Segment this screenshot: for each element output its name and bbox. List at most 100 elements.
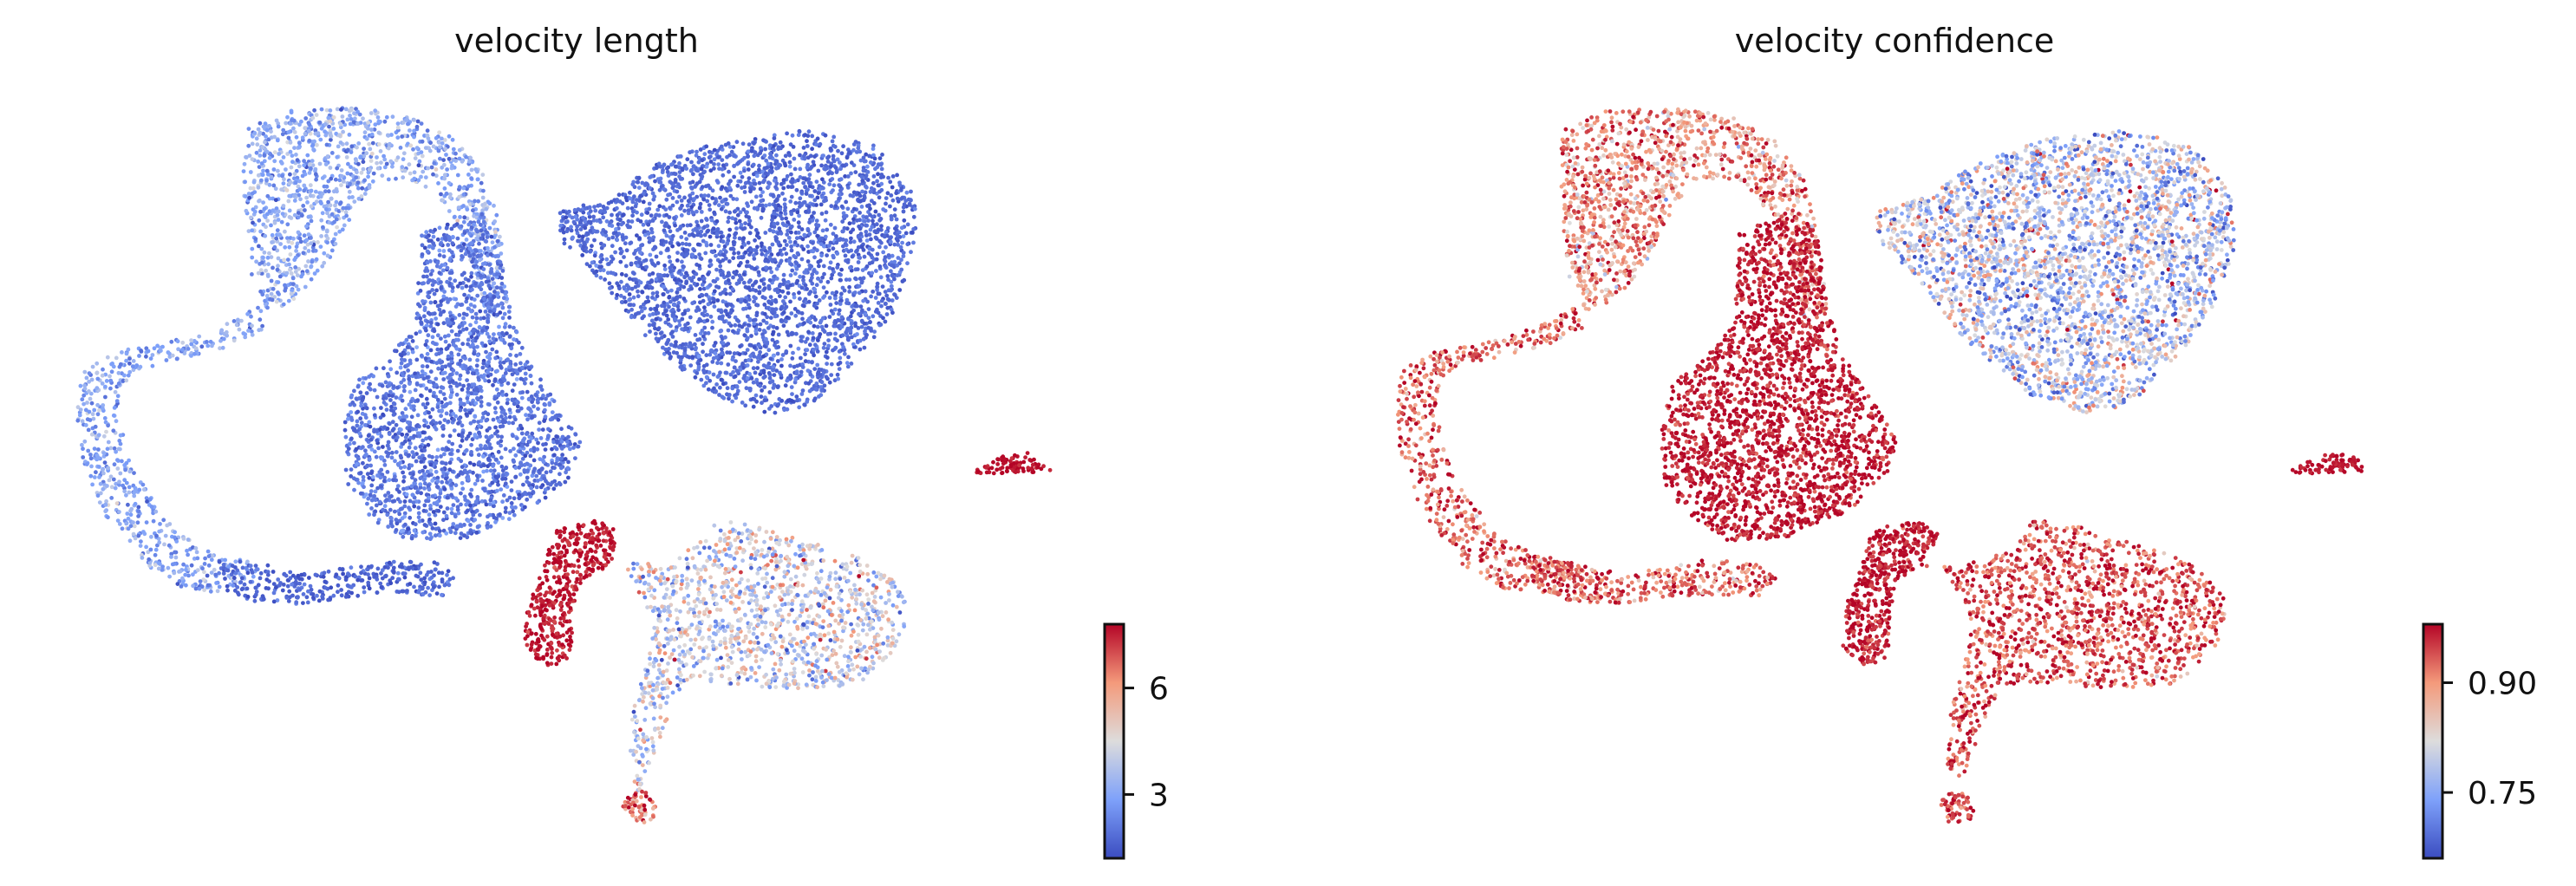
data-point <box>456 352 461 357</box>
data-point <box>442 290 447 294</box>
data-point <box>246 143 251 148</box>
data-point <box>679 199 684 203</box>
data-point <box>235 585 240 590</box>
data-point <box>127 458 132 463</box>
data-point <box>395 370 400 375</box>
data-point <box>291 193 297 199</box>
data-point <box>323 162 329 166</box>
data-point <box>309 236 313 240</box>
data-point <box>280 132 285 137</box>
data-point <box>540 427 545 432</box>
data-point <box>95 361 100 366</box>
data-point <box>542 419 546 423</box>
data-point <box>559 456 564 460</box>
data-point <box>425 351 430 356</box>
data-point <box>337 133 342 138</box>
data-point <box>419 353 424 358</box>
data-point <box>464 283 469 289</box>
data-point <box>273 585 278 590</box>
data-point <box>186 347 191 351</box>
data-point <box>485 325 490 330</box>
data-point <box>538 485 544 490</box>
data-point <box>329 196 334 201</box>
data-point <box>538 471 542 475</box>
data-point <box>425 260 430 265</box>
data-point <box>297 187 303 192</box>
data-point <box>205 573 210 578</box>
data-point <box>335 107 340 112</box>
data-point <box>610 244 615 249</box>
data-point <box>504 471 509 476</box>
data-point <box>264 586 269 590</box>
data-point <box>425 319 430 324</box>
data-point <box>355 384 361 389</box>
data-point <box>421 169 426 174</box>
data-point <box>424 396 429 401</box>
data-point <box>487 402 492 407</box>
data-point <box>338 140 343 145</box>
data-point <box>484 502 489 507</box>
data-point <box>400 564 405 570</box>
data-point <box>417 433 422 439</box>
data-point <box>440 592 444 597</box>
data-point <box>472 304 477 309</box>
data-point <box>369 151 375 156</box>
data-point <box>378 475 383 480</box>
data-point <box>293 265 298 270</box>
data-point <box>890 198 896 203</box>
data-point <box>494 271 499 277</box>
data-point <box>310 259 315 264</box>
data-point <box>82 401 86 407</box>
data-point <box>426 280 431 285</box>
data-point <box>457 185 462 190</box>
data-point <box>421 438 426 443</box>
data-point <box>264 178 269 183</box>
data-point <box>138 544 143 548</box>
data-point <box>328 108 333 113</box>
data-point <box>395 521 400 526</box>
data-point <box>472 222 476 227</box>
data-point <box>309 241 314 246</box>
data-point <box>440 408 444 413</box>
data-point <box>166 543 172 548</box>
data-point <box>98 491 103 496</box>
data-point <box>276 209 281 214</box>
data-point <box>486 319 490 324</box>
data-point <box>447 343 452 348</box>
data-point <box>506 420 512 426</box>
data-point <box>425 469 430 474</box>
data-point <box>411 500 416 505</box>
data-point <box>836 376 841 381</box>
data-point <box>532 446 537 451</box>
data-point <box>738 170 743 175</box>
data-point <box>275 267 280 272</box>
data-point <box>96 433 101 438</box>
data-point <box>447 257 453 263</box>
data-point <box>314 257 319 262</box>
data-point <box>430 335 435 340</box>
data-point <box>828 222 833 227</box>
data-point <box>512 401 517 407</box>
data-point <box>496 393 501 398</box>
data-point <box>452 418 456 422</box>
data-point <box>450 137 455 142</box>
data-point <box>423 326 428 331</box>
data-point <box>249 314 253 319</box>
data-point <box>518 449 523 454</box>
data-point <box>377 499 382 505</box>
data-point <box>496 419 501 423</box>
data-point <box>286 199 291 204</box>
data-point <box>448 452 453 456</box>
data-point <box>386 177 391 182</box>
data-point <box>499 464 505 469</box>
data-point <box>111 428 116 433</box>
data-point <box>483 378 487 383</box>
data-point <box>387 382 392 388</box>
data-point <box>385 443 390 448</box>
data-point <box>446 243 451 247</box>
data-point <box>264 149 270 154</box>
data-point <box>326 189 331 194</box>
data-point <box>558 466 564 471</box>
data-point <box>149 505 154 509</box>
data-point <box>116 381 121 386</box>
